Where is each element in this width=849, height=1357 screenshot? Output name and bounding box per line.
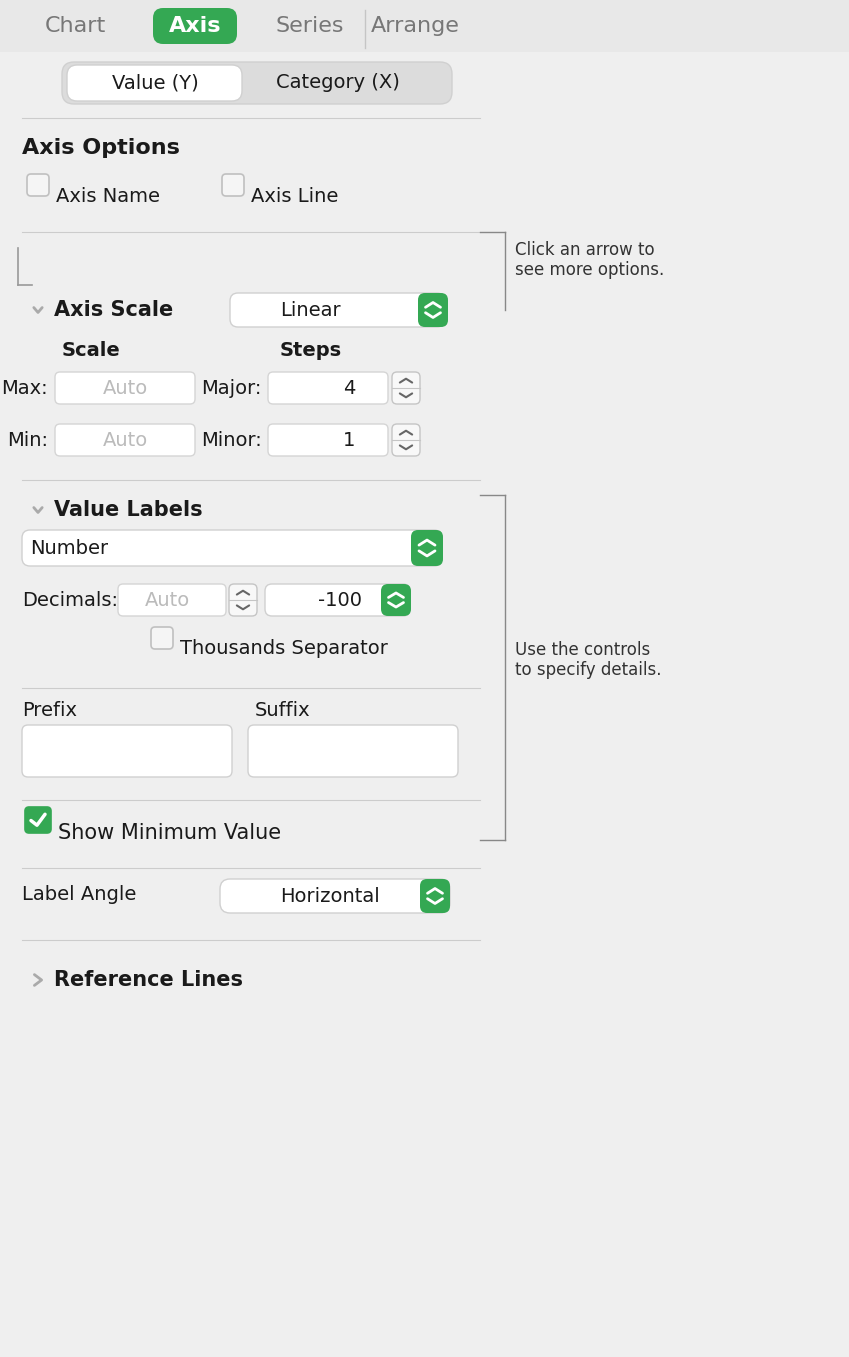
Text: Use the controls
to specify details.: Use the controls to specify details.	[515, 641, 661, 680]
Text: Steps: Steps	[280, 341, 342, 360]
Text: Chart: Chart	[44, 16, 105, 37]
Text: Prefix: Prefix	[22, 700, 77, 719]
Text: Minor:: Minor:	[201, 430, 262, 449]
FancyBboxPatch shape	[268, 423, 388, 456]
Text: Axis: Axis	[169, 16, 222, 37]
Text: Min:: Min:	[7, 430, 48, 449]
Text: Axis Line: Axis Line	[251, 186, 339, 205]
Text: Arrange: Arrange	[370, 16, 459, 37]
FancyBboxPatch shape	[381, 584, 411, 616]
FancyBboxPatch shape	[265, 584, 410, 616]
FancyBboxPatch shape	[25, 807, 51, 833]
Text: Reference Lines: Reference Lines	[54, 970, 243, 991]
FancyBboxPatch shape	[222, 174, 244, 195]
Text: Auto: Auto	[103, 430, 148, 449]
Text: Horizontal: Horizontal	[280, 886, 380, 905]
Text: Click an arrow to
see more options.: Click an arrow to see more options.	[515, 240, 664, 280]
Text: Thousands Separator: Thousands Separator	[180, 639, 388, 658]
FancyBboxPatch shape	[55, 372, 195, 404]
Text: Scale: Scale	[62, 341, 121, 360]
FancyBboxPatch shape	[153, 8, 237, 43]
Text: Major:: Major:	[201, 379, 262, 398]
FancyBboxPatch shape	[22, 531, 442, 566]
FancyBboxPatch shape	[420, 879, 450, 913]
Text: 4: 4	[343, 379, 355, 398]
Text: Decimals:: Decimals:	[22, 590, 118, 609]
FancyBboxPatch shape	[62, 62, 452, 104]
Text: Auto: Auto	[144, 590, 190, 609]
FancyBboxPatch shape	[230, 293, 445, 327]
Text: Label Angle: Label Angle	[22, 886, 137, 905]
FancyBboxPatch shape	[248, 725, 458, 778]
Bar	[0, 0, 849, 52]
Text: Series: Series	[276, 16, 344, 37]
FancyBboxPatch shape	[229, 584, 257, 616]
Text: Auto: Auto	[103, 379, 148, 398]
Text: Axis Name: Axis Name	[56, 186, 160, 205]
Text: Max:: Max:	[2, 379, 48, 398]
FancyBboxPatch shape	[411, 531, 443, 566]
Text: -100: -100	[318, 590, 362, 609]
FancyBboxPatch shape	[27, 174, 49, 195]
FancyBboxPatch shape	[392, 372, 420, 404]
FancyBboxPatch shape	[268, 372, 388, 404]
FancyBboxPatch shape	[392, 423, 420, 456]
FancyBboxPatch shape	[67, 65, 242, 100]
FancyBboxPatch shape	[118, 584, 226, 616]
Text: Axis Scale: Axis Scale	[54, 300, 173, 320]
Text: Linear: Linear	[279, 300, 340, 319]
Text: 1: 1	[343, 430, 355, 449]
Text: Value Labels: Value Labels	[54, 499, 203, 520]
Text: Axis Options: Axis Options	[22, 138, 180, 157]
Text: Number: Number	[30, 539, 108, 558]
FancyBboxPatch shape	[55, 423, 195, 456]
Text: Suffix: Suffix	[255, 700, 311, 719]
Text: Show Minimum Value: Show Minimum Value	[58, 822, 281, 843]
Text: Value (Y): Value (Y)	[111, 73, 199, 92]
Text: Category (X): Category (X)	[276, 73, 400, 92]
FancyBboxPatch shape	[418, 293, 448, 327]
FancyBboxPatch shape	[151, 627, 173, 649]
FancyBboxPatch shape	[22, 725, 232, 778]
FancyBboxPatch shape	[220, 879, 450, 913]
